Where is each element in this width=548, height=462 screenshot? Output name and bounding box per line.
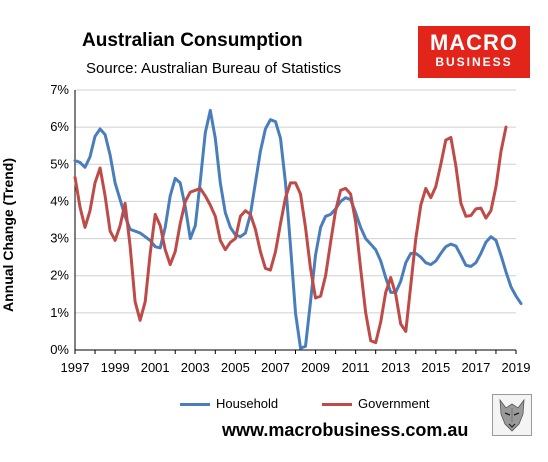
logo-line2: BUSINESS: [435, 55, 513, 69]
y-tick-label: 0%: [50, 342, 69, 357]
line-chart: 0% 1% 2% 3% 4% 5% 6% 7% 1997 1999 2001 2003 2005 2007…: [50, 82, 531, 375]
website-url: www.macrobusiness.com.au: [222, 420, 469, 440]
y-tick-label: 5%: [50, 156, 69, 171]
chart-title: Australian Consumption: [82, 30, 303, 51]
y-tick-label: 3%: [50, 231, 69, 246]
legend-government: Government: [322, 396, 430, 411]
legend-government-swatch: [322, 403, 352, 407]
legend-household-label: Household: [216, 396, 279, 411]
x-tick-label: 2005: [221, 360, 250, 375]
x-tick-label: 2019: [502, 360, 531, 375]
legend-household-swatch: [180, 403, 210, 407]
series-line-government: [73, 125, 508, 345]
logo-line1: MACRO: [429, 30, 519, 55]
macrobusiness-logo: MACRO BUSINESS: [418, 26, 530, 78]
x-tick-label: 2017: [461, 360, 490, 375]
x-tick-label: 1997: [61, 360, 90, 375]
series-line-household: [73, 108, 523, 350]
x-tick-label: 2015: [421, 360, 450, 375]
y-tick-label: 6%: [50, 119, 69, 134]
x-tick-label: 2013: [381, 360, 410, 375]
x-tick-label: 2007: [261, 360, 290, 375]
x-tick-label: 1999: [101, 360, 130, 375]
y-tick-label: 7%: [50, 82, 69, 97]
wolf-logo-icon: [492, 394, 532, 436]
x-tick-label: 2011: [342, 360, 370, 375]
x-tick-label: 2001: [141, 360, 170, 375]
y-tick-label: 2%: [50, 268, 69, 283]
legend-government-label: Government: [358, 396, 430, 411]
legend-household: Household: [180, 396, 278, 411]
chart-subtitle: Source: Australian Bureau of Statistics: [86, 60, 342, 77]
y-tick-label: 4%: [50, 193, 69, 208]
x-tick-label: 2009: [301, 360, 330, 375]
y-tick-label: 1%: [50, 305, 69, 320]
x-tick-label: 2003: [181, 360, 210, 375]
